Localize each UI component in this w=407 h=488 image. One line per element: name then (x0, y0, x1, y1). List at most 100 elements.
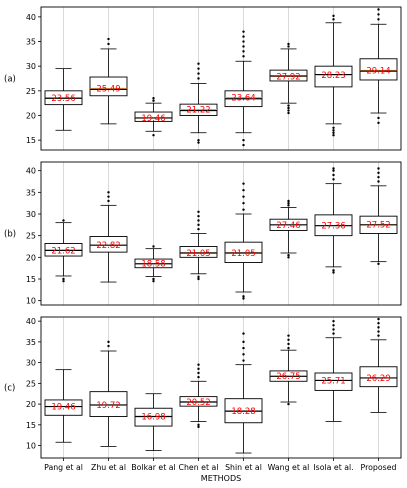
mean-value-label: 29.14 (366, 66, 390, 76)
outlier-point (242, 50, 245, 53)
x-tick-label: Isola et al. (313, 463, 353, 472)
mean-value-label: 25.49 (96, 84, 120, 94)
outlier-point (242, 297, 245, 300)
outlier-point (62, 279, 65, 283)
outlier-point (197, 141, 200, 144)
panel-label: (a) (4, 75, 16, 85)
outlier-point (377, 175, 380, 179)
outlier-point (197, 375, 200, 379)
outlier-point (332, 14, 335, 18)
box (134, 111, 173, 122)
outlier-point (287, 111, 290, 115)
outlier-point (107, 199, 110, 203)
outlier-point (377, 171, 380, 175)
mean-value-label: 23.56 (51, 94, 75, 104)
outlier-point (107, 344, 110, 348)
outlier-point (197, 62, 200, 65)
mean-value-label: 26.29 (366, 374, 390, 384)
y-tick-label: 20 (26, 253, 36, 262)
box (89, 391, 128, 417)
outlier-point (107, 195, 110, 198)
x-tick-label: Zhu et al (91, 463, 126, 472)
outlier-point (197, 371, 200, 375)
mean-value-label: 28.23 (321, 71, 345, 81)
outlier-point (377, 121, 380, 125)
outlier-point (152, 279, 155, 283)
box (359, 58, 398, 81)
panel-frame (40, 161, 402, 306)
outlier-point (242, 188, 245, 192)
outlier-point (287, 334, 290, 337)
mean-value-label: 19.46 (51, 402, 75, 412)
outlier-point (152, 99, 155, 102)
outlier-point (377, 8, 380, 11)
mean-value-label: 23.64 (231, 94, 255, 104)
outlier-point (197, 363, 200, 366)
outlier-point (197, 210, 200, 214)
y-tick-label: 25 (26, 232, 36, 241)
outlier-point (242, 201, 245, 205)
outlier-point (377, 18, 380, 21)
outlier-point (197, 72, 200, 75)
outlier-point (377, 13, 380, 16)
outlier-point (197, 219, 200, 222)
y-tick-label: 35 (26, 338, 36, 347)
y-tick-label: 20 (26, 111, 36, 120)
box (134, 407, 173, 427)
outlier-point (197, 67, 200, 70)
mean-value-label: 22.82 (96, 241, 120, 251)
x-axis-title: METHODS (201, 474, 241, 483)
x-tick-label: Bolkar et al (131, 463, 175, 472)
y-tick-label: 15 (26, 421, 36, 430)
x-tick-label: Shin et al (225, 463, 262, 472)
panel-frame (40, 316, 402, 459)
y-tick-label: 10 (26, 297, 36, 306)
outlier-point (107, 37, 110, 41)
y-tick-label: 30 (26, 210, 36, 219)
y-tick-label: 40 (26, 13, 36, 22)
outlier-point (107, 42, 110, 46)
outlier-point (62, 219, 65, 222)
outlier-point (377, 326, 380, 329)
outlier-point (377, 334, 380, 337)
mean-value-label: 21.05 (231, 249, 255, 259)
outlier-point (377, 262, 380, 266)
outlier-point (287, 201, 290, 205)
outlier-point (287, 109, 290, 112)
outlier-point (242, 353, 245, 356)
outlier-point (242, 45, 245, 48)
outlier-point (197, 77, 200, 80)
outlier-point (242, 143, 245, 147)
box (179, 396, 218, 407)
y-tick-label: 30 (26, 62, 36, 71)
mean-value-label: 27.92 (276, 72, 300, 82)
box (314, 372, 353, 391)
mean-value-label: 18.58 (141, 259, 165, 269)
mean-value-label: 21.05 (186, 249, 210, 259)
mean-value-label: 20.52 (186, 398, 210, 408)
mean-value-label: 27.46 (276, 221, 300, 231)
outlier-point (287, 45, 290, 48)
outlier-point (287, 338, 290, 342)
outlier-point (377, 330, 380, 333)
mean-value-label: 27.36 (321, 221, 345, 231)
mean-value-label: 21.22 (186, 105, 210, 115)
y-tick-label: 25 (26, 379, 36, 388)
outlier-point (197, 423, 200, 427)
y-tick-label: 35 (26, 38, 36, 47)
box (359, 366, 398, 388)
outlier-point (377, 167, 380, 170)
outlier-point (242, 35, 245, 38)
mean-value-label: 18.28 (231, 407, 255, 417)
outlier-point (242, 55, 245, 58)
outlier-point (242, 346, 245, 350)
outlier-point (242, 40, 245, 43)
mean-value-label: 21.62 (51, 246, 75, 256)
outlier-point (287, 342, 290, 346)
outlier-point (377, 317, 380, 321)
outlier-point (332, 271, 335, 274)
mean-value-label: 16.98 (141, 413, 165, 423)
outlier-point (287, 402, 290, 406)
outlier-point (332, 18, 335, 21)
y-tick-label: 35 (26, 188, 36, 197)
